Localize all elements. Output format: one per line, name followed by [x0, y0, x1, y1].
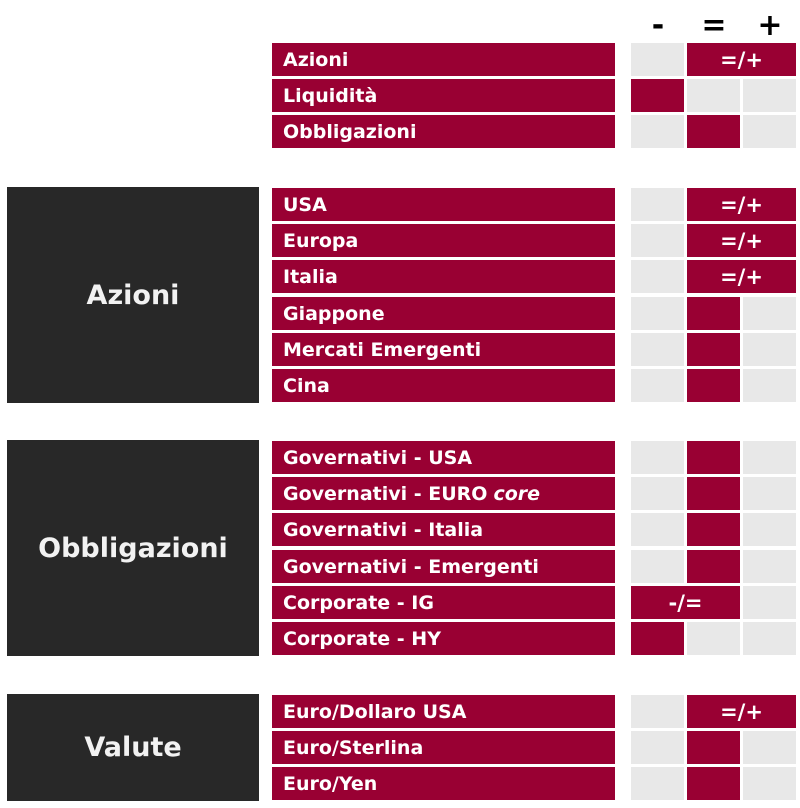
rating-marker: =/+	[687, 695, 796, 728]
rating-cell-empty	[743, 622, 796, 655]
rating-cell-empty	[743, 333, 796, 366]
rating-cell-empty	[743, 369, 796, 402]
rating-cell-empty	[743, 441, 796, 474]
rating-cell-empty	[631, 260, 684, 293]
rating-marker	[687, 297, 740, 330]
rating-marker	[687, 333, 740, 366]
rating-cell-empty	[743, 115, 796, 148]
rating-cell-empty	[631, 731, 684, 764]
row-label: Euro/Dollaro USA	[272, 695, 615, 728]
category-title: Obbligazioni	[38, 532, 228, 564]
header-minus: -	[651, 8, 665, 43]
row-label: USA	[272, 188, 615, 221]
rating-marker	[687, 731, 740, 764]
row-label: Giappone	[272, 297, 615, 330]
rating-cell-empty	[743, 767, 796, 800]
category-block: Obbligazioni	[7, 440, 259, 656]
rating-cell-empty	[743, 79, 796, 112]
header-equal: =	[701, 8, 727, 43]
rating-marker: =/+	[687, 260, 796, 293]
rating-cell-empty	[631, 441, 684, 474]
rating-cell-empty	[743, 513, 796, 546]
row-label: Europa	[272, 224, 615, 257]
row-label-text: Governativi - Emergenti	[283, 555, 539, 578]
category-block: Valute	[7, 694, 259, 801]
rating-cell-empty	[631, 333, 684, 366]
row-label: Obbligazioni	[272, 115, 615, 148]
category-title: Azioni	[86, 279, 180, 311]
rating-cell-empty	[631, 513, 684, 546]
row-label: Euro/Yen	[272, 767, 615, 800]
row-label: Liquidità	[272, 79, 615, 112]
row-label: Governativi - USA	[272, 441, 615, 474]
row-label: Corporate - HY	[272, 622, 615, 655]
rating-marker	[687, 550, 740, 583]
row-label-text: Governativi - Italia	[283, 518, 484, 541]
rating-marker	[687, 115, 740, 148]
rating-cell-empty	[743, 477, 796, 510]
rating-marker	[687, 767, 740, 800]
row-label: Cina	[272, 369, 615, 402]
rating-marker	[631, 622, 684, 655]
rating-cell-empty	[687, 79, 740, 112]
rating-cell-empty	[743, 586, 796, 619]
row-label: Governativi - Italia	[272, 513, 615, 546]
row-label-italic: core	[493, 482, 541, 505]
rating-cell-empty	[631, 224, 684, 257]
rating-cell-empty	[631, 43, 684, 76]
row-label-text: Euro/Dollaro USA	[283, 700, 467, 723]
rating-cell-empty	[687, 622, 740, 655]
rating-cell-empty	[631, 188, 684, 221]
rating-cell-empty	[631, 369, 684, 402]
header-plus: +	[757, 8, 783, 43]
row-label-text: USA	[283, 193, 327, 216]
rating-marker: -/=	[631, 586, 740, 619]
rating-marker	[687, 477, 740, 510]
rating-marker: =/+	[687, 224, 796, 257]
row-label: Mercati Emergenti	[272, 333, 615, 366]
category-title: Valute	[84, 732, 182, 763]
rating-marker	[687, 513, 740, 546]
row-label-text: Corporate - HY	[283, 627, 441, 650]
rating-marker	[687, 441, 740, 474]
row-label-text: Corporate - IG	[283, 591, 434, 614]
rating-cell-empty	[631, 550, 684, 583]
category-block: Azioni	[7, 187, 259, 403]
row-label-text: Italia	[283, 265, 338, 288]
row-label-text: Euro/Yen	[283, 772, 378, 795]
row-label-text: Liquidità	[283, 84, 378, 107]
row-label: Azioni	[272, 43, 615, 76]
row-label: Corporate - IG	[272, 586, 615, 619]
row-label: Italia	[272, 260, 615, 293]
rating-cell-empty	[631, 477, 684, 510]
rating-cell-empty	[743, 731, 796, 764]
row-label-text: Obbligazioni	[283, 120, 417, 143]
rating-marker	[687, 369, 740, 402]
rating-marker: =/+	[687, 188, 796, 221]
rating-marker: =/+	[687, 43, 796, 76]
row-label: Governativi - EURO core	[272, 477, 615, 510]
row-label-text: Mercati Emergenti	[283, 338, 482, 361]
row-label: Euro/Sterlina	[272, 731, 615, 764]
row-label-text: Azioni	[283, 48, 349, 71]
row-label-text: Governativi - EURO	[283, 482, 488, 505]
rating-cell-empty	[743, 297, 796, 330]
row-label: Governativi - Emergenti	[272, 550, 615, 583]
row-label-text: Giappone	[283, 302, 385, 325]
row-label-text: Governativi - USA	[283, 446, 473, 469]
rating-cell-empty	[631, 767, 684, 800]
row-label-text: Cina	[283, 374, 330, 397]
rating-cell-empty	[631, 115, 684, 148]
rating-cell-empty	[631, 695, 684, 728]
rating-cell-empty	[631, 297, 684, 330]
row-label-text: Euro/Sterlina	[283, 736, 424, 759]
row-label-text: Europa	[283, 229, 359, 252]
rating-marker	[631, 79, 684, 112]
rating-cell-empty	[743, 550, 796, 583]
